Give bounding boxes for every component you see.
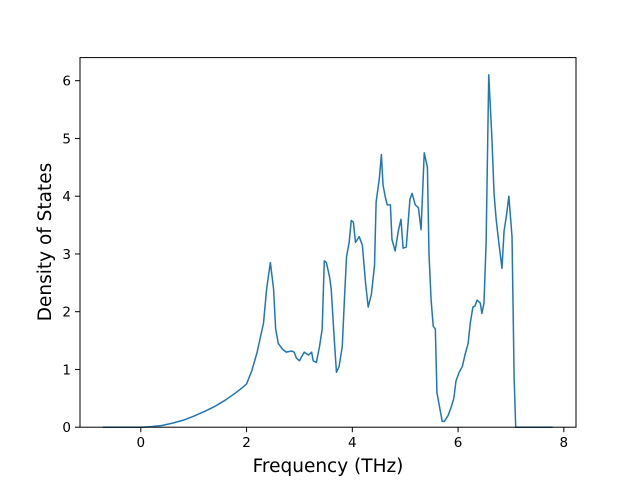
y-tick-label: 1	[62, 362, 71, 378]
x-tick-label: 4	[348, 435, 357, 451]
x-tick-label: 6	[454, 435, 463, 451]
y-tick-label: 2	[62, 305, 71, 321]
y-tick-label: 3	[62, 247, 71, 263]
y-tick-label: 5	[62, 131, 71, 147]
x-axis-label: Frequency (THz)	[253, 456, 404, 477]
y-tick-label: 0	[62, 420, 71, 436]
data-line	[102, 74, 553, 428]
x-tick-label: 8	[560, 435, 569, 451]
y-tick-label: 6	[62, 74, 71, 90]
x-tick-label: 0	[137, 435, 146, 451]
y-axis-label: Density of States	[35, 163, 56, 322]
plot-frame	[79, 57, 577, 428]
y-tick-label: 4	[62, 189, 71, 205]
x-tick-label: 2	[242, 435, 251, 451]
